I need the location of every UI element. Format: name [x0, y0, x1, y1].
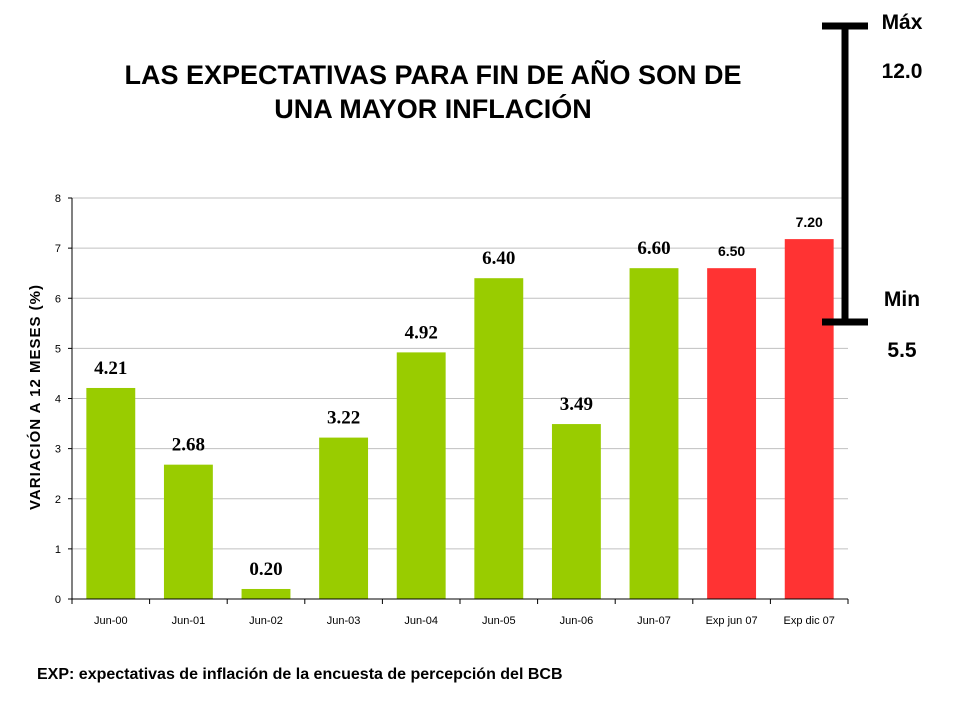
- bar-exp-jun-07: [707, 268, 757, 599]
- x-tick-label-0: Jun-00: [94, 615, 128, 627]
- y-tick-label-6: 6: [55, 293, 61, 305]
- data-label-7: 6.60: [637, 238, 670, 259]
- x-tick-label-9: Exp dic 07: [784, 615, 835, 627]
- y-tick-label-4: 4: [55, 394, 61, 406]
- y-tick-label-2: 2: [55, 494, 61, 506]
- bars: [86, 239, 834, 600]
- y-tick-label-3: 3: [55, 444, 61, 456]
- range-max-value: 12.0: [882, 60, 923, 83]
- x-tick-labels: Jun-00 Jun-01 Jun-02 Jun-03 Jun-04 Jun-05 Jun-…: [94, 615, 835, 627]
- data-label-0: 4.21: [94, 358, 127, 379]
- range-min-label: Min: [884, 288, 920, 311]
- data-label-3: 3.22: [327, 408, 360, 429]
- x-tick-label-6: Jun-06: [560, 615, 594, 627]
- footnote: EXP: expectativas de inflación de la enc…: [37, 666, 563, 683]
- bar-jun-03: [319, 437, 369, 599]
- bar-jun-06: [551, 424, 601, 599]
- x-tick-label-8: Exp jun 07: [706, 615, 758, 627]
- x-tick-label-3: Jun-03: [327, 615, 361, 627]
- x-tick-label-5: Jun-05: [482, 615, 516, 627]
- axes: [68, 197, 849, 604]
- bar-jun-05: [474, 278, 524, 599]
- y-tick-label-7: 7: [55, 243, 61, 255]
- data-label-9: 7.20: [796, 214, 823, 230]
- range-max-label: Máx: [882, 11, 923, 34]
- data-label-2: 0.20: [249, 559, 282, 580]
- x-tick-label-2: Jun-02: [249, 615, 283, 627]
- bar-jun-01: [163, 464, 213, 599]
- y-tick-label-0: 0: [55, 594, 61, 606]
- x-tick-label-1: Jun-01: [172, 615, 206, 627]
- data-label-8: 6.50: [718, 243, 745, 259]
- y-tick-label-1: 1: [55, 544, 61, 556]
- data-label-4: 4.92: [405, 322, 438, 343]
- bar-jun-00: [86, 387, 136, 599]
- y-tick-label-8: 8: [55, 193, 61, 205]
- bar-jun-07: [629, 268, 679, 599]
- y-axis-label: VARIACIÓN A 12 MESES (%): [26, 284, 44, 510]
- expectation-range: Máx 12.0 Min 5.5: [822, 11, 923, 362]
- bar-exp-dic-07: [784, 239, 834, 600]
- y-tick-labels: 0 1 2 3 4 5 6 7 8: [55, 193, 61, 606]
- x-tick-label-4: Jun-04: [404, 615, 438, 627]
- data-label-1: 2.68: [172, 435, 205, 456]
- y-tick-label-5: 5: [55, 343, 61, 355]
- bar-jun-02: [241, 588, 291, 599]
- chart-title-line-2: UNA MAYOR INFLACIÓN: [274, 93, 592, 124]
- x-tick-label-7: Jun-07: [637, 615, 671, 627]
- data-labels: 4.21 2.68 0.20 3.22 4.92 6.40 3.49 6.60 6.50 7.20: [94, 214, 823, 580]
- range-min-value: 5.5: [887, 339, 917, 362]
- bar-jun-04: [396, 352, 446, 599]
- data-label-6: 3.49: [560, 394, 593, 415]
- chart-title-line-1: LAS EXPECTATIVAS PARA FIN DE AÑO SON DE: [124, 59, 741, 90]
- data-label-5: 6.40: [482, 248, 515, 269]
